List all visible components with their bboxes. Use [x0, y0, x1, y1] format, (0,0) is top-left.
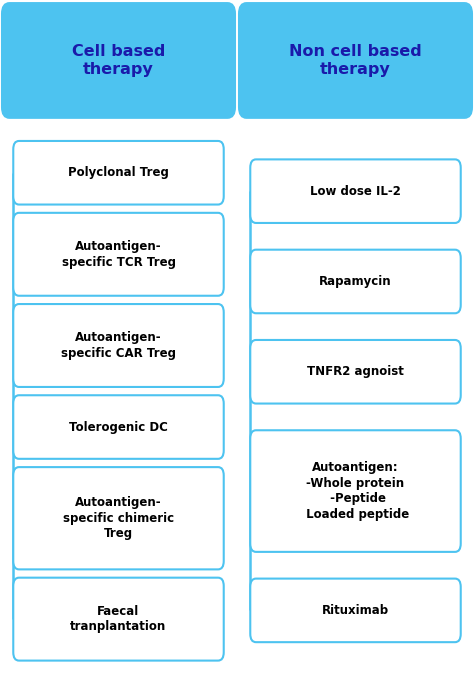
FancyBboxPatch shape [13, 578, 224, 661]
Text: Autoantigen-
specific TCR Treg: Autoantigen- specific TCR Treg [62, 240, 175, 269]
Text: Rituximab: Rituximab [322, 604, 389, 617]
Text: TNFR2 agnoist: TNFR2 agnoist [307, 366, 404, 378]
FancyBboxPatch shape [250, 249, 461, 313]
FancyBboxPatch shape [13, 141, 224, 205]
FancyBboxPatch shape [250, 430, 461, 552]
FancyBboxPatch shape [239, 3, 472, 117]
Text: Low dose IL-2: Low dose IL-2 [310, 184, 401, 198]
Text: Rapamycin: Rapamycin [319, 275, 392, 288]
Text: Faecal
tranplantation: Faecal tranplantation [70, 605, 167, 634]
Text: Autoantigen:
-Whole protein
 -Peptide
 Loaded peptide: Autoantigen: -Whole protein -Peptide Loa… [302, 462, 409, 521]
FancyBboxPatch shape [250, 578, 461, 642]
FancyBboxPatch shape [250, 160, 461, 223]
FancyBboxPatch shape [13, 213, 224, 296]
FancyBboxPatch shape [13, 467, 224, 569]
Text: Autoantigen-
specific CAR Treg: Autoantigen- specific CAR Treg [61, 331, 176, 360]
Text: Polyclonal Treg: Polyclonal Treg [68, 167, 169, 179]
Text: Tolerogenic DC: Tolerogenic DC [69, 421, 168, 433]
Text: Autoantigen-
specific chimeric
Treg: Autoantigen- specific chimeric Treg [63, 496, 174, 540]
Text: Cell based
therapy: Cell based therapy [72, 44, 165, 77]
Text: Non cell based
therapy: Non cell based therapy [289, 44, 422, 77]
FancyBboxPatch shape [250, 340, 461, 404]
FancyBboxPatch shape [2, 3, 235, 117]
FancyBboxPatch shape [13, 395, 224, 459]
FancyBboxPatch shape [13, 304, 224, 387]
